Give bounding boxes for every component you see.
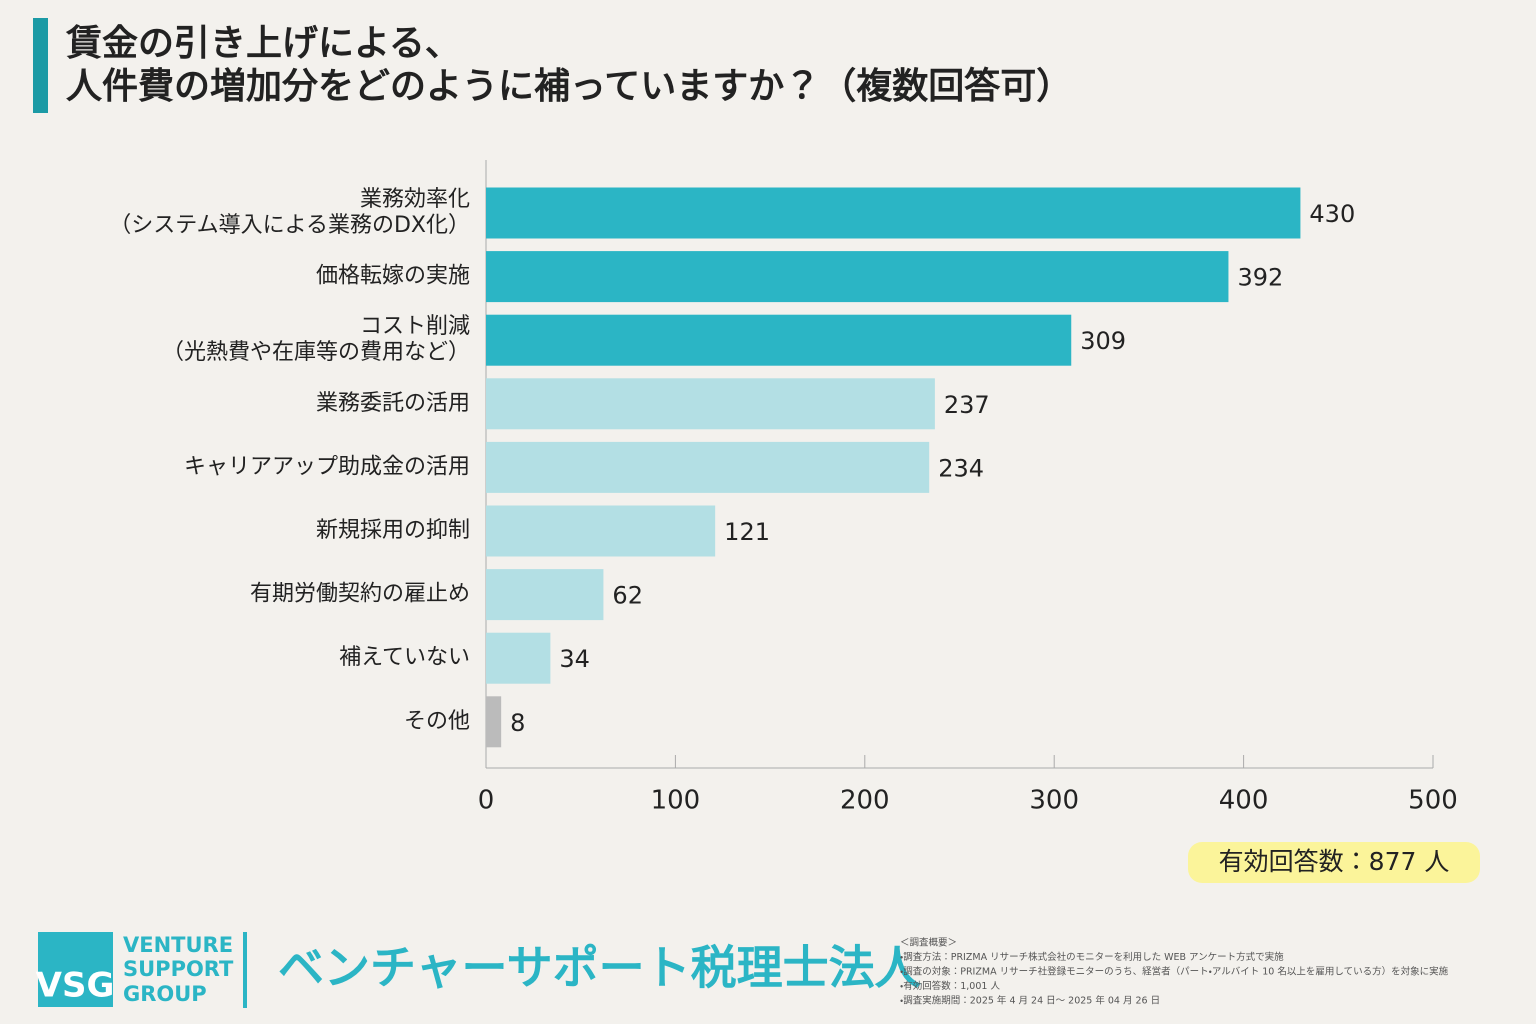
y-tick-label: キャリアアップ助成金の活用 [184, 454, 470, 479]
annotation-badge [1188, 842, 1480, 883]
y-tick-label: 補えていない [339, 645, 470, 670]
y-tick-label: その他 [404, 709, 470, 734]
value-label: 8 [510, 709, 525, 737]
logo: VSG [36, 966, 115, 1006]
survey-note: ・調査方法：PRIZMA リサーチ株式会社のモニターを利用した WEB アンケー… [900, 951, 1284, 963]
bar [486, 187, 1301, 239]
value-label: 62 [612, 582, 643, 610]
bar [486, 505, 716, 557]
value-label: 237 [944, 391, 990, 419]
value-label: 234 [938, 454, 984, 482]
chart-title: 人件費の増加分をどのように補っていますか？（複数回答可） [66, 65, 1072, 107]
value-label: 392 [1237, 264, 1283, 292]
x-tick-label: 500 [1408, 786, 1458, 816]
bar [486, 251, 1229, 303]
company-name: ベンチャーサポート税理士法人 [278, 941, 922, 995]
bar [486, 441, 930, 493]
survey-note: ＜調査概要＞ [900, 937, 957, 949]
group-name: GROUP [123, 982, 207, 1006]
value-label: 430 [1309, 200, 1355, 228]
annotation: 有効回答数：877 人 [1219, 847, 1450, 876]
group-name: SUPPORT [123, 957, 234, 981]
x-tick-label: 200 [840, 786, 890, 816]
value-label: 34 [559, 645, 590, 673]
x-tick-label: 300 [1029, 786, 1079, 816]
x-tick-label: 100 [651, 786, 701, 816]
y-tick-label: 新規採用の抑制 [316, 518, 470, 543]
value-label: 309 [1080, 327, 1126, 355]
x-tick-label: 400 [1219, 786, 1269, 816]
bar [486, 314, 1072, 366]
y-tick-label: 業務委託の活用 [316, 391, 470, 416]
y-tick-label: 有期労働契約の雇止め [250, 582, 470, 607]
bar [486, 696, 502, 748]
bar [486, 378, 935, 430]
survey-note: ・調査の対象：PRIZMA リサーチ社登録モニターのうち、経営者（パート・アルバ… [900, 966, 1449, 978]
y-tick-label: 業務効率化 [360, 187, 470, 212]
survey-note: ・有効回答数：1,001 人 [900, 980, 1000, 992]
y-tick-label: （システム導入による業務のDX化） [109, 213, 470, 238]
group-name: VENTURE [123, 933, 233, 957]
bar [486, 569, 604, 621]
y-tick-label: （光熱費や在庫等の費用など） [162, 340, 470, 365]
y-tick-label: 価格転嫁の実施 [316, 264, 470, 289]
y-tick-label: コスト削減 [360, 314, 470, 339]
survey-note: ・調査実施期間：2025 年 4 月 24 日～ 2025 年 04 月 26 … [900, 995, 1160, 1007]
chart-title: 賃金の引き上げによる、 [65, 23, 461, 64]
logo-box [38, 932, 113, 1007]
bar [486, 632, 551, 684]
title-accent [33, 18, 48, 113]
value-label: 121 [724, 518, 770, 546]
x-tick-label: 0 [478, 786, 495, 816]
